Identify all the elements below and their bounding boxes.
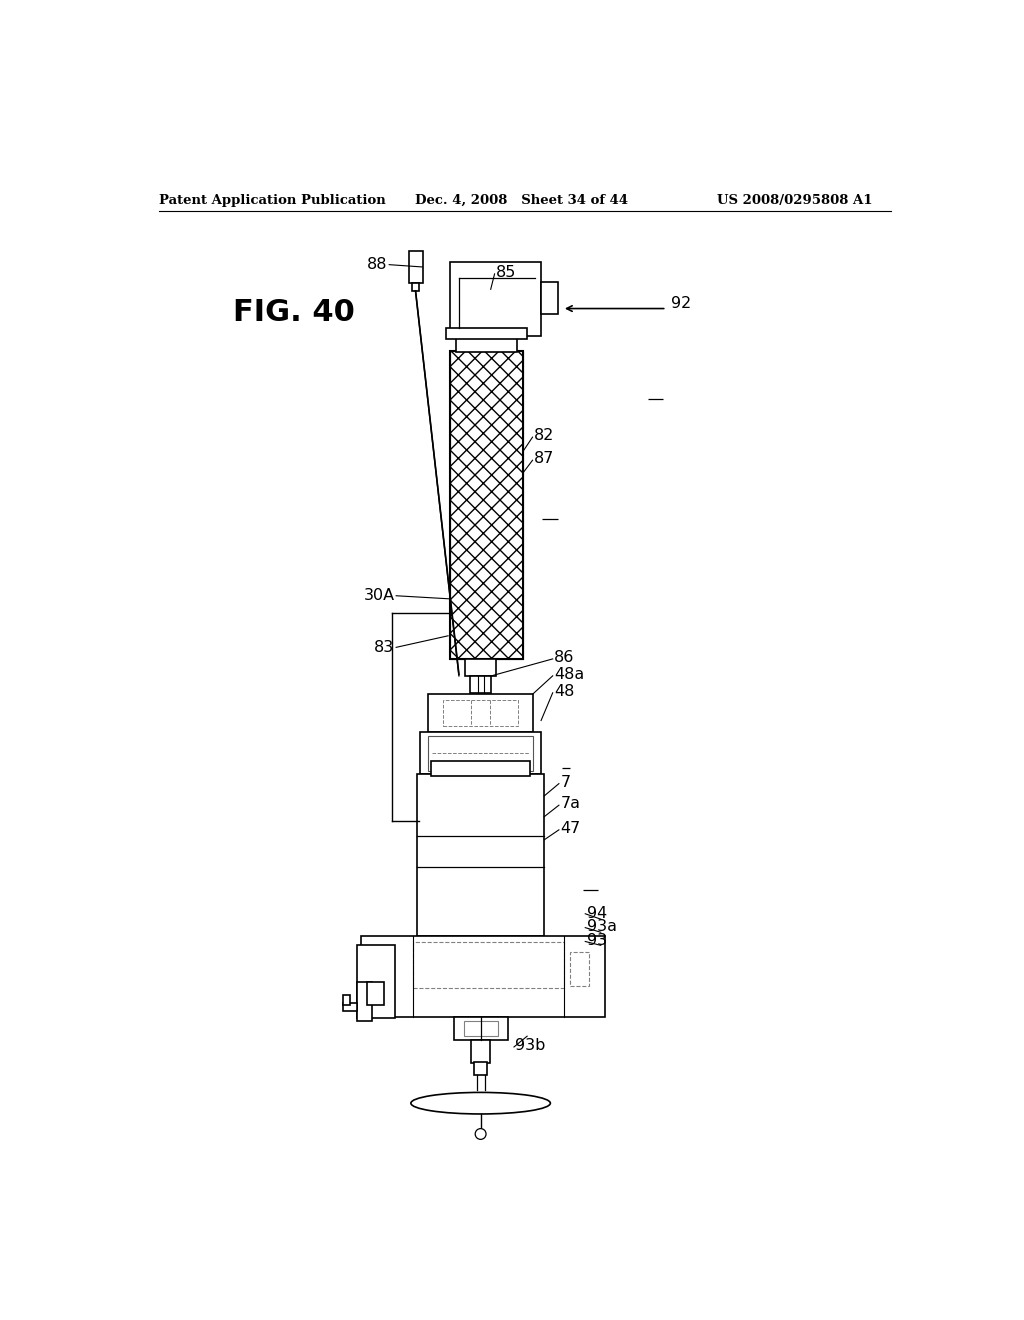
Bar	[428, 737, 534, 771]
Text: 7: 7	[560, 775, 570, 789]
Bar	[454, 1016, 508, 1040]
Bar	[450, 351, 523, 659]
Bar	[445, 327, 527, 339]
Bar	[431, 760, 530, 776]
Text: 48: 48	[554, 684, 574, 698]
Text: 93b: 93b	[515, 1038, 546, 1053]
Text: 92: 92	[671, 296, 691, 310]
Bar	[367, 982, 384, 1006]
Bar	[428, 693, 534, 733]
Bar	[471, 1040, 489, 1063]
Bar	[450, 263, 541, 335]
Text: 88: 88	[368, 257, 388, 272]
Text: 85: 85	[496, 265, 516, 280]
Bar	[541, 281, 558, 314]
Bar	[343, 1003, 357, 1011]
Bar	[569, 952, 589, 986]
Bar	[420, 733, 541, 775]
Bar	[500, 335, 514, 347]
Text: 93: 93	[587, 933, 607, 948]
Bar	[456, 337, 517, 352]
Text: 48a: 48a	[554, 667, 585, 682]
Bar	[413, 284, 419, 290]
Text: 93a: 93a	[587, 919, 616, 935]
Bar	[356, 945, 395, 1019]
Bar	[343, 995, 349, 1005]
Text: 82: 82	[535, 428, 554, 444]
Text: 83: 83	[375, 640, 394, 655]
Bar	[473, 335, 486, 347]
Text: US 2008/0295808 A1: US 2008/0295808 A1	[717, 194, 872, 207]
Bar	[443, 700, 518, 726]
Bar	[417, 775, 544, 936]
Ellipse shape	[411, 1093, 550, 1114]
Bar	[356, 982, 372, 1020]
Bar	[465, 659, 496, 676]
Text: Dec. 4, 2008   Sheet 34 of 44: Dec. 4, 2008 Sheet 34 of 44	[415, 194, 628, 207]
Bar	[360, 936, 604, 1016]
Bar	[464, 1020, 498, 1036]
Text: Patent Application Publication: Patent Application Publication	[159, 194, 386, 207]
Text: 87: 87	[535, 451, 554, 466]
Text: FIG. 40: FIG. 40	[232, 298, 354, 327]
Circle shape	[475, 1129, 486, 1139]
Text: 7a: 7a	[560, 796, 581, 812]
Bar	[409, 251, 423, 284]
Bar	[414, 942, 564, 989]
Bar	[450, 351, 523, 659]
Text: 94: 94	[587, 906, 607, 920]
Bar	[470, 676, 492, 693]
Bar	[474, 1061, 486, 1076]
Text: 86: 86	[554, 649, 574, 665]
Text: 47: 47	[560, 821, 581, 836]
Text: 30A: 30A	[364, 589, 394, 603]
